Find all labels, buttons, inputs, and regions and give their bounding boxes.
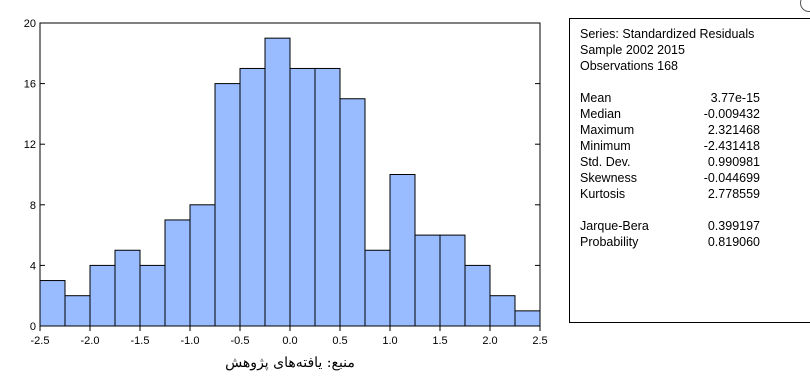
stats-header-line: Series: Standardized Residuals — [580, 26, 810, 42]
stats-row-value: -0.009432 — [703, 107, 760, 121]
histogram-bar — [389, 174, 416, 327]
x-tick-label: -1.0 — [181, 335, 200, 347]
y-tick-label: 12 — [24, 139, 36, 151]
histogram-bar — [289, 67, 316, 327]
stats-row: Minimum -2.431418 — [580, 138, 810, 154]
histogram-bar — [39, 280, 66, 327]
histogram-bar — [89, 264, 116, 327]
statistics-panel: Series: Standardized Residuals Sample 200… — [569, 18, 810, 323]
stats-row-label: Minimum — [580, 139, 631, 153]
histogram-bar — [464, 264, 491, 327]
stats-test-row-label: Jarque-Bera — [580, 219, 649, 233]
x-tick-label: 1.0 — [382, 335, 397, 347]
stats-row: Median -0.009432 — [580, 106, 810, 122]
histogram-bar — [514, 310, 541, 327]
x-tick-label: -2.5 — [31, 335, 50, 347]
stats-row-label: Median — [580, 107, 621, 121]
stats-row-value: -0.044699 — [703, 171, 760, 185]
stats-row-label: Skewness — [580, 171, 637, 185]
x-tick-label: 2.0 — [482, 335, 497, 347]
histogram-bar — [489, 295, 516, 327]
stats-test-row-label: Probability — [580, 235, 639, 249]
histogram-bar — [214, 83, 241, 327]
stats-row-label: Mean — [580, 91, 612, 105]
histogram-bar — [439, 234, 466, 327]
x-tick-label: 0.5 — [332, 335, 347, 347]
stats-row-value: -2.431418 — [703, 139, 760, 153]
histogram-bar — [314, 67, 341, 327]
histogram-bar — [114, 249, 141, 327]
histogram-bar — [164, 219, 191, 327]
histogram-bar — [414, 234, 441, 327]
stats-header-line-text: Sample 2002 2015 — [580, 43, 685, 57]
stats-row-value: 2.778559 — [707, 187, 760, 201]
x-tick-label: -0.5 — [231, 335, 250, 347]
stats-row-value: 2.321468 — [707, 123, 760, 137]
stats-row-value: 3.77e-15 — [710, 91, 760, 105]
histogram-bar — [139, 264, 166, 327]
histogram-bars — [39, 37, 541, 327]
histogram-bar — [264, 37, 291, 327]
stats-row-label: Kurtosis — [580, 187, 626, 201]
x-tick-label: -1.5 — [131, 335, 150, 347]
y-tick-label: 20 — [24, 18, 36, 30]
stats-row: Skewness -0.044699 — [580, 170, 810, 186]
stats-row-label: Maximum — [580, 123, 635, 137]
stats-test-row: Jarque-Bera 0.399197 — [580, 218, 810, 234]
histogram-bar — [189, 204, 216, 327]
histogram-bar — [64, 295, 91, 327]
histogram-chart: 0 4 8 12 16 20 -2.5 -2.0 -1.5 -1.0 -0.5 0.0 0.5 1.0 1.… — [24, 18, 548, 347]
stats-row: Std. Dev. 0.990981 — [580, 154, 810, 170]
y-tick-label: 8 — [30, 200, 36, 212]
stats-row: Kurtosis 2.778559 — [580, 186, 810, 202]
stats-row-value: 0.990981 — [707, 155, 760, 169]
histogram-axes: 0 4 8 12 16 20 -2.5 -2.0 -1.5 -1.0 -0.5 0.0 0.5 1.0 1.… — [24, 18, 548, 347]
x-tick-label: 2.5 — [532, 335, 547, 347]
stats-row-label: Std. Dev. — [580, 155, 631, 169]
y-tick-label: 4 — [30, 260, 36, 272]
histogram-bar — [239, 67, 266, 327]
stats-header-line-text: Observations 168 — [580, 59, 678, 73]
x-tick-label: 0.0 — [282, 335, 297, 347]
stats-spacer — [580, 74, 810, 90]
stats-test-row-value: 0.819060 — [707, 235, 760, 249]
corner-circle-mark — [800, 0, 810, 12]
y-tick-label: 16 — [24, 79, 36, 91]
stats-test-row: Probability 0.819060 — [580, 234, 810, 250]
stats-header-line: Sample 2002 2015 — [580, 42, 810, 58]
x-tick-label: 1.5 — [432, 335, 447, 347]
histogram-bar — [339, 98, 366, 327]
stats-header-line: Observations 168 — [580, 58, 810, 74]
x-tick-label: -2.0 — [81, 335, 100, 347]
histogram-bar — [364, 249, 391, 327]
stats-test-row-value: 0.399197 — [707, 219, 760, 233]
stats-header-line-text: Series: Standardized Residuals — [580, 27, 755, 41]
stats-row: Maximum 2.321468 — [580, 122, 810, 138]
stats-row: Mean 3.77e-15 — [580, 90, 810, 106]
source-note: منبع: یافته‌های پژوهش — [225, 355, 355, 371]
stats-spacer — [580, 202, 810, 218]
y-tick-label: 0 — [30, 321, 36, 333]
